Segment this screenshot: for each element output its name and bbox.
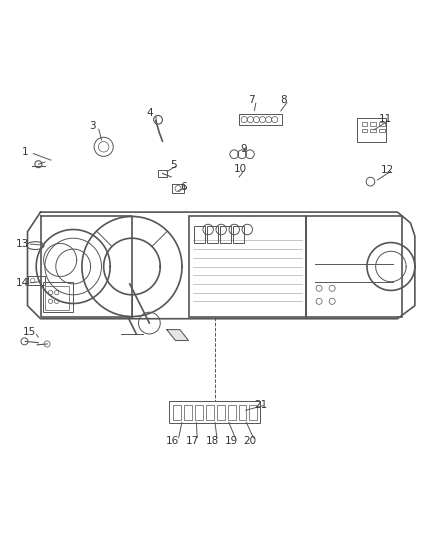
Text: 20: 20 bbox=[243, 435, 256, 446]
Text: 13: 13 bbox=[16, 239, 29, 249]
Bar bbox=[362, 123, 367, 126]
Bar bbox=[220, 226, 231, 243]
Text: 5: 5 bbox=[170, 160, 177, 169]
Bar bbox=[233, 226, 244, 243]
Text: 4: 4 bbox=[147, 108, 154, 118]
Text: 16: 16 bbox=[166, 435, 180, 446]
Bar bbox=[239, 114, 282, 125]
Bar bbox=[184, 405, 192, 419]
Text: 21: 21 bbox=[254, 400, 268, 410]
Bar bbox=[188, 216, 306, 317]
Bar bbox=[28, 276, 45, 285]
Text: 6: 6 bbox=[180, 182, 187, 192]
Bar bbox=[43, 282, 73, 312]
Bar bbox=[172, 184, 184, 193]
Text: 1: 1 bbox=[22, 148, 28, 157]
Bar bbox=[207, 226, 218, 243]
Bar bbox=[379, 128, 385, 133]
Bar bbox=[195, 405, 203, 419]
Bar bbox=[357, 118, 386, 142]
Bar bbox=[379, 123, 385, 126]
Text: 8: 8 bbox=[280, 95, 287, 105]
Text: 17: 17 bbox=[185, 435, 199, 446]
Text: 18: 18 bbox=[205, 435, 219, 446]
Bar bbox=[173, 405, 181, 419]
Bar bbox=[362, 128, 367, 133]
Text: 19: 19 bbox=[225, 435, 238, 446]
Text: 11: 11 bbox=[378, 115, 392, 124]
Text: 9: 9 bbox=[240, 144, 247, 154]
Bar bbox=[306, 216, 402, 317]
Text: 10: 10 bbox=[233, 164, 247, 174]
Bar bbox=[239, 405, 247, 419]
Bar bbox=[169, 401, 260, 423]
Bar bbox=[194, 226, 205, 243]
Text: 3: 3 bbox=[89, 122, 96, 131]
Text: 7: 7 bbox=[248, 95, 254, 105]
Text: 15: 15 bbox=[23, 327, 36, 337]
Bar bbox=[206, 405, 214, 419]
Bar bbox=[371, 123, 376, 126]
Bar bbox=[250, 405, 257, 419]
Text: 12: 12 bbox=[381, 165, 395, 175]
Bar bbox=[45, 286, 69, 310]
Bar bbox=[228, 405, 236, 419]
Bar bbox=[371, 128, 376, 133]
Polygon shape bbox=[167, 329, 188, 341]
Bar bbox=[158, 171, 167, 177]
Text: 14: 14 bbox=[16, 278, 29, 288]
Bar bbox=[217, 405, 225, 419]
